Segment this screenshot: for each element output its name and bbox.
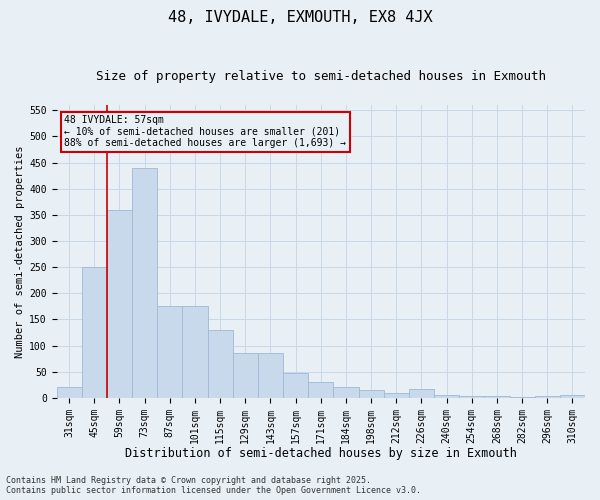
Bar: [308, 382, 334, 398]
Bar: [132, 168, 157, 398]
Bar: [208, 330, 233, 398]
Bar: [258, 354, 283, 398]
Bar: [383, 392, 409, 398]
Text: Contains HM Land Registry data © Crown copyright and database right 2025.
Contai: Contains HM Land Registry data © Crown c…: [6, 476, 421, 495]
Bar: [233, 354, 258, 398]
Bar: [157, 306, 182, 398]
Bar: [535, 396, 560, 398]
Bar: [560, 395, 585, 398]
Bar: [434, 395, 459, 398]
Bar: [56, 388, 82, 398]
Text: 48, IVYDALE, EXMOUTH, EX8 4JX: 48, IVYDALE, EXMOUTH, EX8 4JX: [167, 10, 433, 25]
Text: 48 IVYDALE: 57sqm
← 10% of semi-detached houses are smaller (201)
88% of semi-de: 48 IVYDALE: 57sqm ← 10% of semi-detached…: [64, 116, 346, 148]
Bar: [283, 373, 308, 398]
Title: Size of property relative to semi-detached houses in Exmouth: Size of property relative to semi-detach…: [96, 70, 546, 83]
Bar: [359, 390, 383, 398]
Bar: [334, 388, 359, 398]
X-axis label: Distribution of semi-detached houses by size in Exmouth: Distribution of semi-detached houses by …: [125, 447, 517, 460]
Y-axis label: Number of semi-detached properties: Number of semi-detached properties: [15, 145, 25, 358]
Bar: [107, 210, 132, 398]
Bar: [459, 396, 484, 398]
Bar: [409, 389, 434, 398]
Bar: [182, 306, 208, 398]
Bar: [82, 267, 107, 398]
Bar: [484, 396, 509, 398]
